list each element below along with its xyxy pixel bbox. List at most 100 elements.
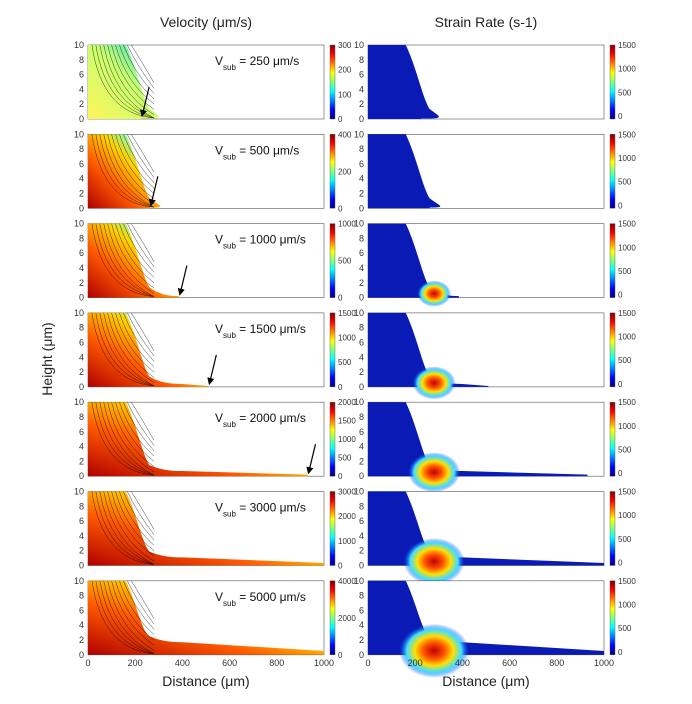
- y-tick-label: 10: [354, 397, 364, 407]
- strain-colorbar-tick: 0: [618, 380, 623, 389]
- velocity-colorbar-tick: 100: [338, 90, 352, 99]
- strain-colorbar-tick: 500: [618, 446, 632, 455]
- velocity-field: [88, 45, 159, 119]
- streamline: [103, 402, 155, 476]
- velocity-colorbar-tick: 3000: [338, 488, 356, 497]
- x-tick-label: 800: [269, 658, 284, 668]
- vsub-label: Vsub = 500 μm/s: [215, 143, 299, 161]
- streamline: [99, 134, 155, 208]
- velocity-colorbar-tick: 0: [338, 472, 343, 481]
- velocity-colorbar-tick: 500: [338, 257, 352, 266]
- velocity-colorbar-tick: 2000: [338, 512, 356, 521]
- strain-colorbar-tick: 1500: [618, 309, 636, 318]
- y-tick-label: 0: [359, 293, 364, 303]
- strain-field: [368, 134, 441, 209]
- strain-colorbar-tick: 0: [618, 648, 623, 657]
- streamline: [123, 402, 155, 451]
- y-tick-label: 10: [354, 576, 364, 586]
- strain-colorbar-tick: 1500: [618, 577, 636, 586]
- velocity-panel-7: 4000 2000 0 10 8 6 4 2 0 Vsub = 5000 μm/s: [74, 576, 356, 660]
- strain-colorbar-tick: 0: [618, 112, 623, 121]
- y-tick-label: 0: [359, 114, 364, 124]
- velocity-colorbar: [329, 44, 336, 120]
- strain-colorbar-tick: 0: [618, 559, 623, 568]
- velocity-colorbar-tick: 400: [338, 130, 352, 139]
- y-tick-label: 8: [79, 501, 84, 511]
- y-tick-label: 2: [79, 635, 84, 645]
- y-tick-label: 4: [359, 442, 364, 452]
- y-tick-label: 0: [359, 650, 364, 660]
- x-tick-label: 1000: [314, 658, 334, 668]
- strain-colorbar: [609, 223, 616, 298]
- streamline: [91, 134, 155, 208]
- y-tick-label: 0: [359, 203, 364, 213]
- velocity-colorbar: [329, 223, 336, 298]
- streamline: [111, 402, 155, 467]
- streamline: [127, 402, 155, 446]
- streamlines: [91, 491, 155, 565]
- y-tick-label: 6: [359, 159, 364, 169]
- x-tick-label: 200: [128, 658, 143, 668]
- vsub-label: Vsub = 3000 μm/s: [215, 501, 306, 519]
- x-tick-label: 800: [549, 658, 564, 668]
- streamline: [123, 134, 155, 184]
- velocity-colorbar-tick: 200: [338, 66, 352, 75]
- streamline: [115, 312, 155, 373]
- velocity-colorbar-tick: 200: [338, 167, 352, 176]
- streamline: [91, 223, 155, 297]
- streamline: [107, 134, 155, 205]
- strain-colorbar-tick: 1000: [618, 333, 636, 342]
- y-tick-label: 6: [79, 427, 84, 437]
- streamlines: [91, 580, 155, 655]
- velocity-colorbar: [329, 312, 336, 388]
- velocity-colorbar: [329, 402, 336, 477]
- strain-colorbar-tick: 1500: [618, 220, 636, 229]
- streamline: [107, 312, 155, 383]
- streamline: [103, 491, 155, 565]
- strain-colorbar-tick: 1500: [618, 398, 636, 407]
- velocity-colorbar: [329, 491, 336, 566]
- vsub-label: Vsub = 2000 μm/s: [215, 411, 306, 429]
- streamline: [131, 580, 155, 619]
- streamline: [99, 312, 155, 387]
- y-tick-label: 0: [79, 203, 84, 213]
- streamline: [123, 223, 155, 273]
- streamline: [111, 491, 155, 557]
- velocity-colorbar-tick: 0: [338, 204, 343, 213]
- strain-colorbar-tick: 1000: [618, 600, 636, 609]
- vsub-label: Vsub = 1000 μm/s: [215, 233, 306, 251]
- strain-panel-6: 1500 1000 500 0 10 8 6 4 2 0: [354, 487, 636, 585]
- streamline: [107, 491, 155, 562]
- strain-colorbar: [609, 312, 616, 388]
- x-tick-label: 600: [222, 658, 237, 668]
- streamline: [111, 223, 155, 289]
- y-tick-label: 2: [79, 456, 84, 466]
- y-tick-label: 4: [359, 174, 364, 184]
- velocity-panel-1: 300 200 100 0 10 8 6 4 2 0 Vsub = 250 μm/s: [74, 40, 352, 124]
- velocity-colorbar-tick: 500: [338, 454, 352, 463]
- streamline: [131, 134, 155, 173]
- y-tick-label: 6: [359, 605, 364, 615]
- y-tick-label: 6: [359, 70, 364, 80]
- y-tick-label: 2: [359, 456, 364, 466]
- y-tick-label: 2: [359, 635, 364, 645]
- y-tick-label: 8: [79, 591, 84, 601]
- strain-hotspot: [408, 452, 461, 493]
- streamline: [103, 134, 155, 208]
- streamline: [119, 402, 155, 457]
- streamline: [95, 312, 155, 387]
- strain-field: [368, 312, 489, 387]
- x-tick-label: 1000: [594, 658, 614, 668]
- y-tick-label: 2: [79, 99, 84, 109]
- strain-hotspot: [417, 280, 451, 307]
- y-tick-label: 10: [354, 129, 364, 139]
- streamline: [127, 223, 155, 268]
- strain-field: [368, 45, 439, 119]
- streamline: [99, 580, 155, 655]
- velocity-panel-4: 1500 1000 500 0 10 8 6 4 2 0 Vsub = 1500 μm/s: [74, 308, 356, 392]
- streamline: [91, 491, 155, 565]
- y-tick-label: 0: [79, 561, 84, 571]
- streamlines: [91, 402, 155, 476]
- velocity-colorbar-tick: 500: [338, 358, 352, 367]
- y-tick-label: 8: [79, 233, 84, 243]
